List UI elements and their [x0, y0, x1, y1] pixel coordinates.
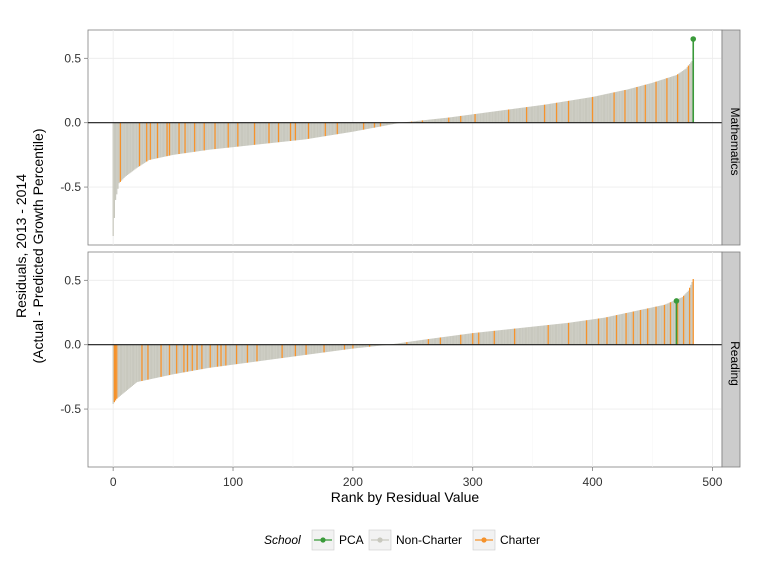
- y-tick-label: 0.5: [64, 273, 81, 287]
- legend-dot-charter: [481, 537, 487, 543]
- bars-reading: [112, 279, 694, 404]
- pca-point: [673, 298, 680, 304]
- x-tick-label: 500: [702, 475, 722, 489]
- y-tick-labels: -0.5 0.0 0.5 -0.5 0.0 0.5: [60, 51, 88, 416]
- panel-layer: Mathematics Reading: [87, 29, 742, 468]
- y-axis-title-line-1: Residuals, 2013 - 2014: [13, 174, 29, 318]
- legend-label-charter: Charter: [500, 533, 540, 547]
- x-axis-title: Rank by Residual Value: [331, 489, 480, 505]
- x-tick-label: 300: [463, 475, 483, 489]
- legend-dot-pca: [320, 537, 326, 543]
- legend-dot-non-charter: [377, 537, 383, 543]
- y-tick-label: 0.0: [64, 338, 81, 352]
- bars-mathematics: [112, 36, 697, 236]
- y-tick-label: -0.5: [60, 180, 81, 194]
- pca-point: [690, 36, 697, 42]
- facet-strip-label: Reading: [728, 341, 742, 386]
- legend: School PCA Non-Charter Charter: [264, 529, 540, 551]
- facet-strip-label: Mathematics: [728, 107, 742, 175]
- y-tick-label: 0.0: [64, 116, 81, 130]
- x-tick-label: 400: [583, 475, 603, 489]
- panel-reading: Reading: [87, 251, 742, 468]
- facet-strip: [721, 251, 741, 468]
- x-tick-labels: 0 100 200 300 400 500: [110, 467, 723, 489]
- legend-label-pca: PCA: [339, 533, 364, 547]
- y-tick-label: 0.5: [64, 51, 81, 65]
- y-tick-label: -0.5: [60, 402, 81, 416]
- facet-strip: [721, 29, 741, 246]
- x-tick-label: 100: [223, 475, 243, 489]
- y-axis-title-line-2: (Actual - Predicted Growth Percentile): [30, 129, 46, 364]
- legend-label-non-charter: Non-Charter: [396, 533, 462, 547]
- legend-title: School: [264, 533, 301, 547]
- panel-mathematics: Mathematics: [87, 29, 742, 246]
- x-tick-label: 200: [343, 475, 363, 489]
- x-tick-label: 0: [110, 475, 117, 489]
